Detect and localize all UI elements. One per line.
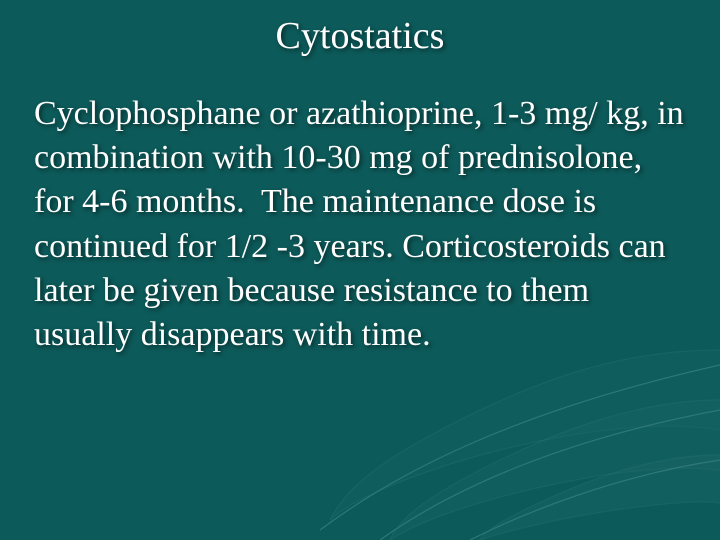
slide-title: Cytostatics: [26, 14, 694, 58]
slide-container: Cytostatics Cyclophosphane or azathiopri…: [0, 0, 720, 540]
slide-body-text: Cyclophosphane or azathioprine, 1-3 mg/ …: [26, 92, 694, 357]
